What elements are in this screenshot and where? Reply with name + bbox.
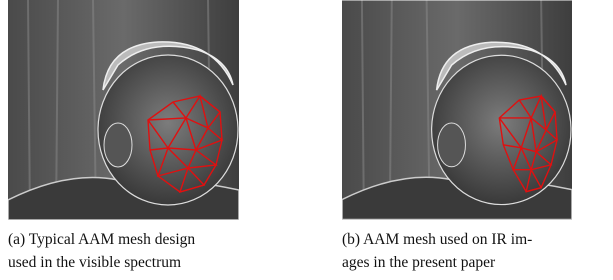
caption-line: ages in the present paper: [342, 251, 532, 274]
caption-line: (a) Typical AAM mesh design: [8, 228, 195, 251]
figure-caption: (a) Typical AAM mesh design used in the …: [8, 228, 195, 274]
caption-line: used in the visible spectrum: [8, 251, 195, 274]
caption-line: (b) AAM mesh used on IR im-: [342, 228, 532, 251]
page: (a) Typical AAM mesh design used in the …: [0, 0, 613, 280]
figure-image: [342, 0, 572, 220]
figure-caption: (b) AAM mesh used on IR im- ages in the …: [342, 228, 532, 274]
figure-image: [8, 0, 239, 220]
